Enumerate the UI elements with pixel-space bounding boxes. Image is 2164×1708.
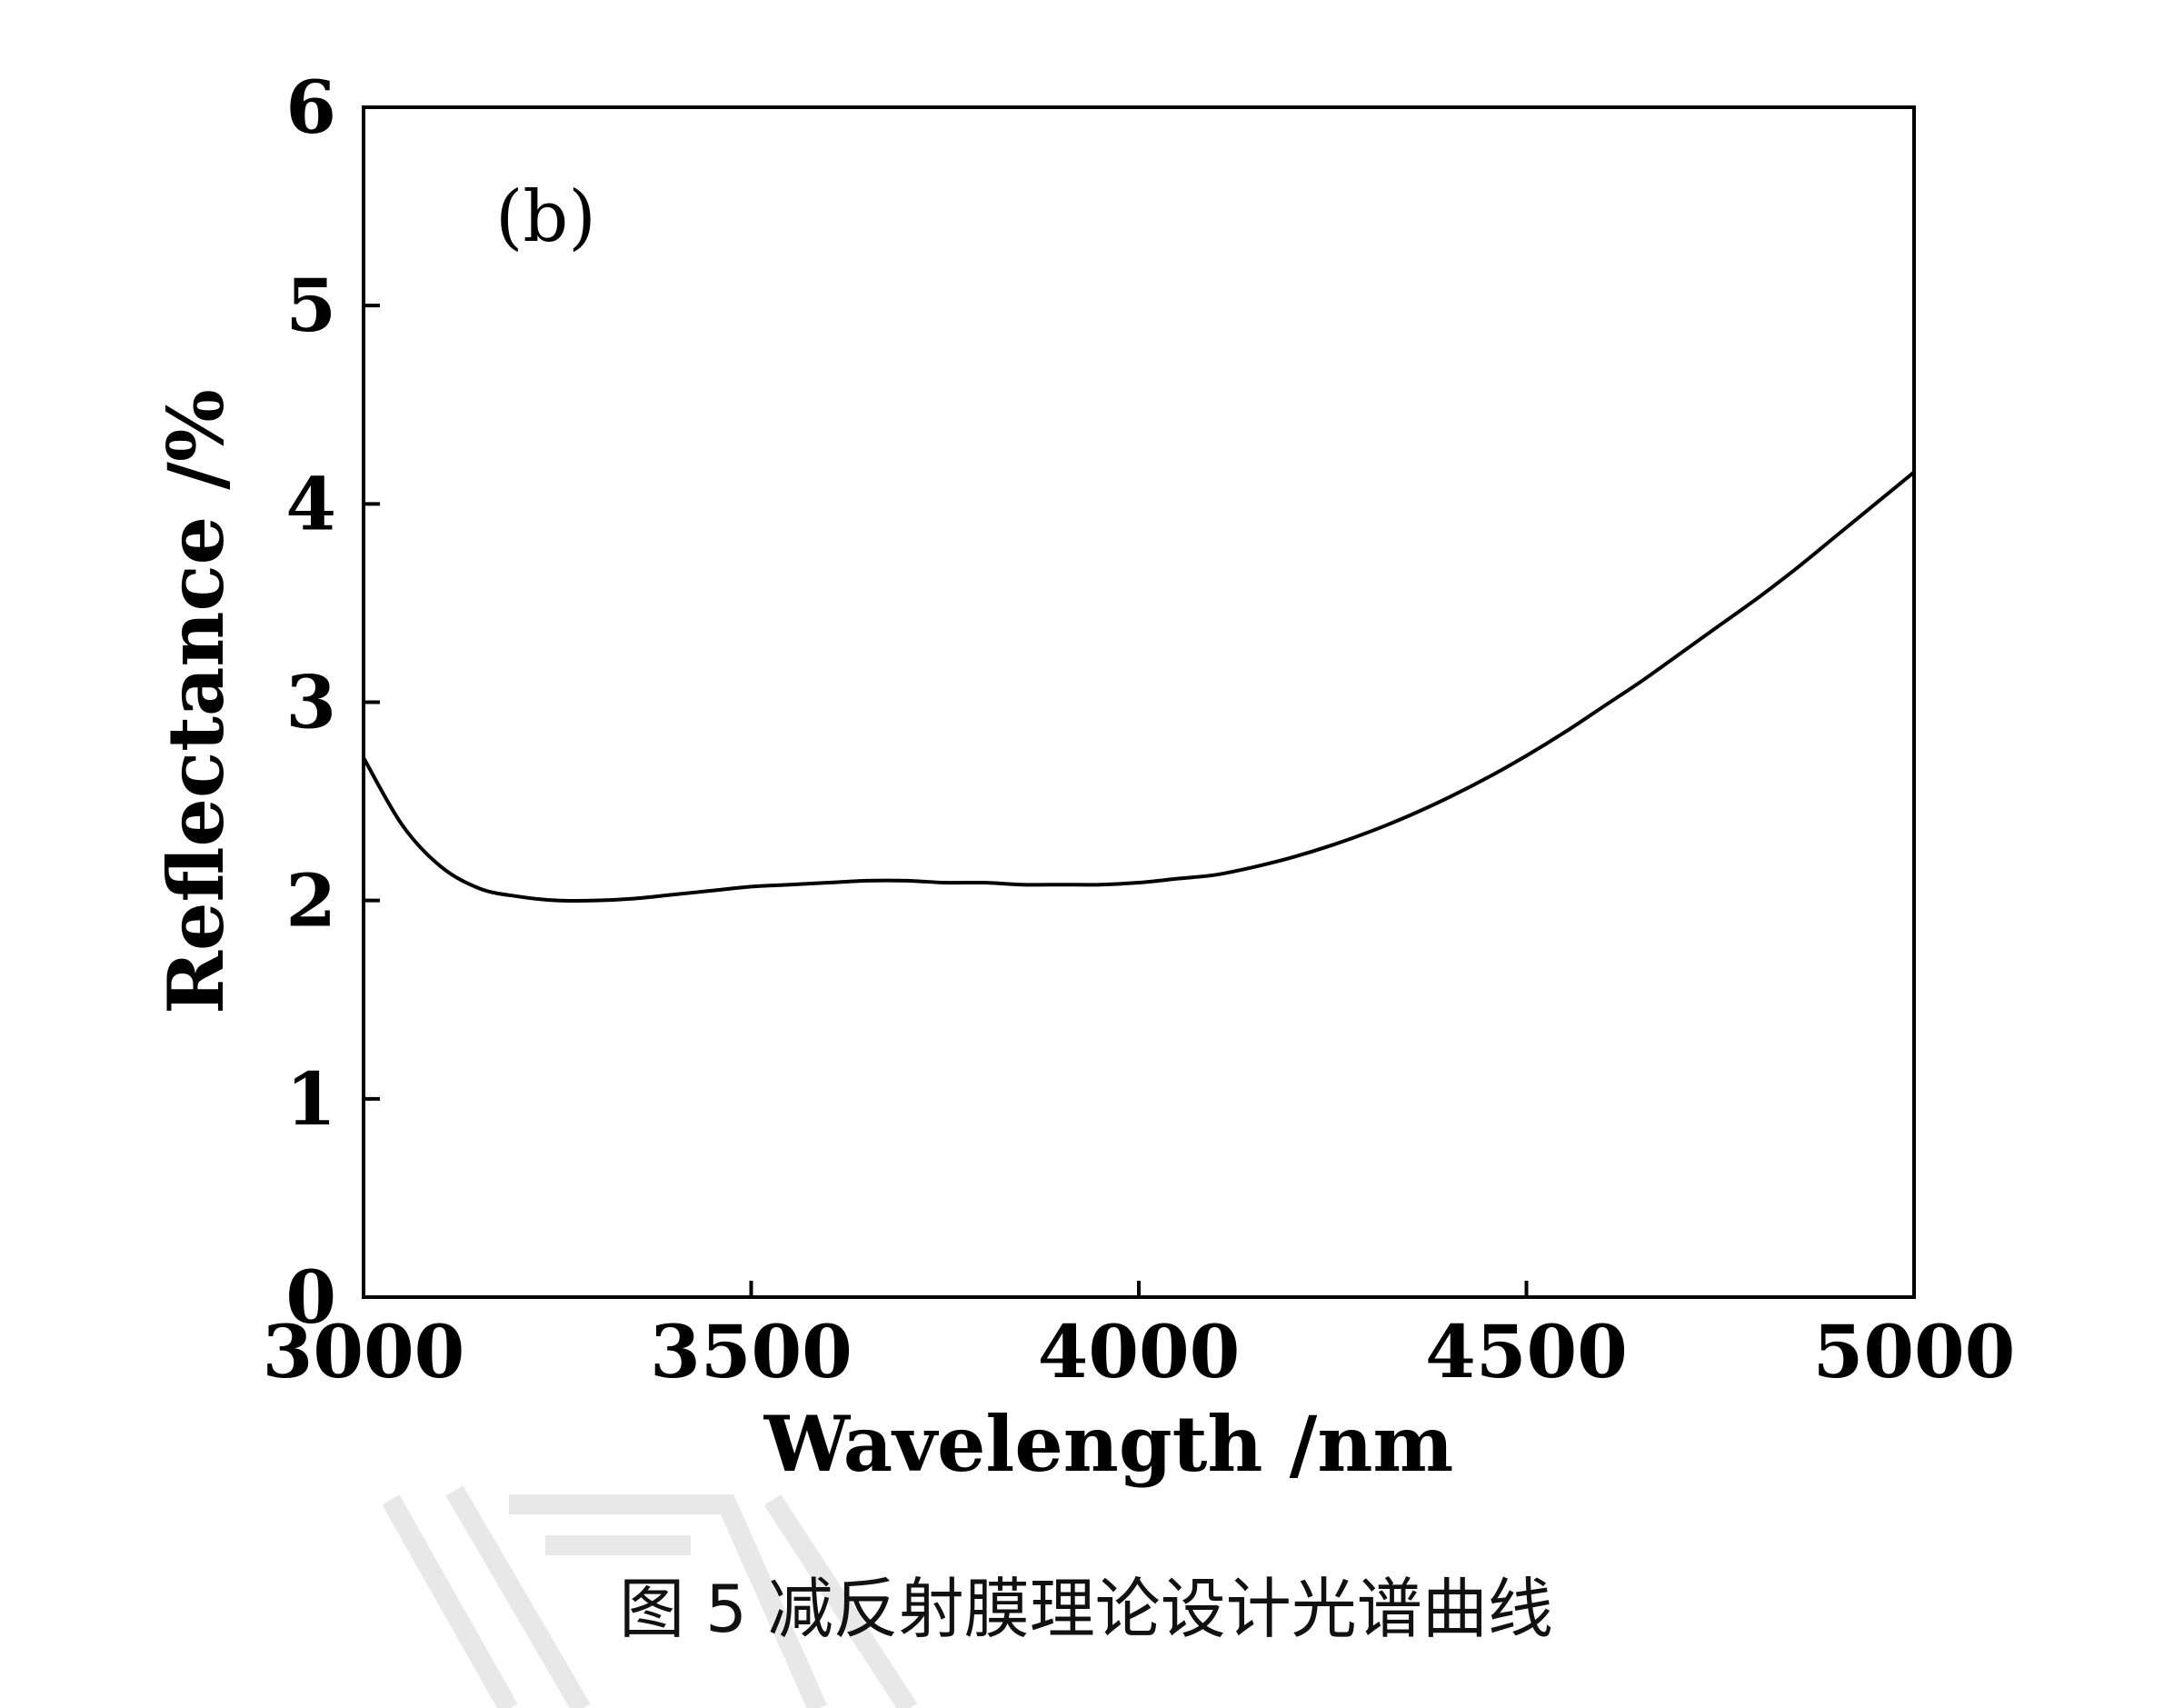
panel-label: (b): [495, 176, 596, 258]
reflectance-line: [362, 470, 1916, 904]
watermark-logo: [382, 1485, 918, 1708]
plot-frame: [362, 105, 1916, 1299]
x-tick-label: 3000: [263, 1309, 465, 1394]
x-axis-label: Wavelength /nm: [763, 1399, 1454, 1489]
y-tick-label: 0: [285, 1254, 336, 1340]
plot-axes: 3000 3500 4000 4500 5000 0 1 2 3 4 5 6: [263, 65, 2016, 1394]
figure-caption: 图 5 减反射膜理论设计光谱曲线: [619, 1571, 1553, 1647]
y-ticks: [364, 105, 380, 1299]
y-tick-label: 5: [285, 263, 336, 348]
y-axis-label: Reflectance /%: [151, 389, 241, 1014]
x-ticks: [362, 1281, 1916, 1297]
x-tick-label: 4000: [1038, 1309, 1241, 1394]
x-tick-label: 4500: [1425, 1309, 1628, 1394]
y-tick-label: 2: [285, 858, 336, 944]
x-tick-labels: 3000 3500 4000 4500 5000: [263, 1309, 2016, 1394]
series-layer: [362, 470, 1916, 904]
y-tick-label: 1: [285, 1056, 336, 1142]
y-tick-labels: 0 1 2 3 4 5 6: [285, 65, 336, 1340]
x-tick-label: 5000: [1813, 1309, 2016, 1394]
y-tick-label: 4: [285, 461, 336, 546]
y-tick-label: 3: [285, 660, 336, 745]
x-tick-label: 3500: [650, 1309, 853, 1394]
y-tick-label: 6: [285, 65, 336, 150]
